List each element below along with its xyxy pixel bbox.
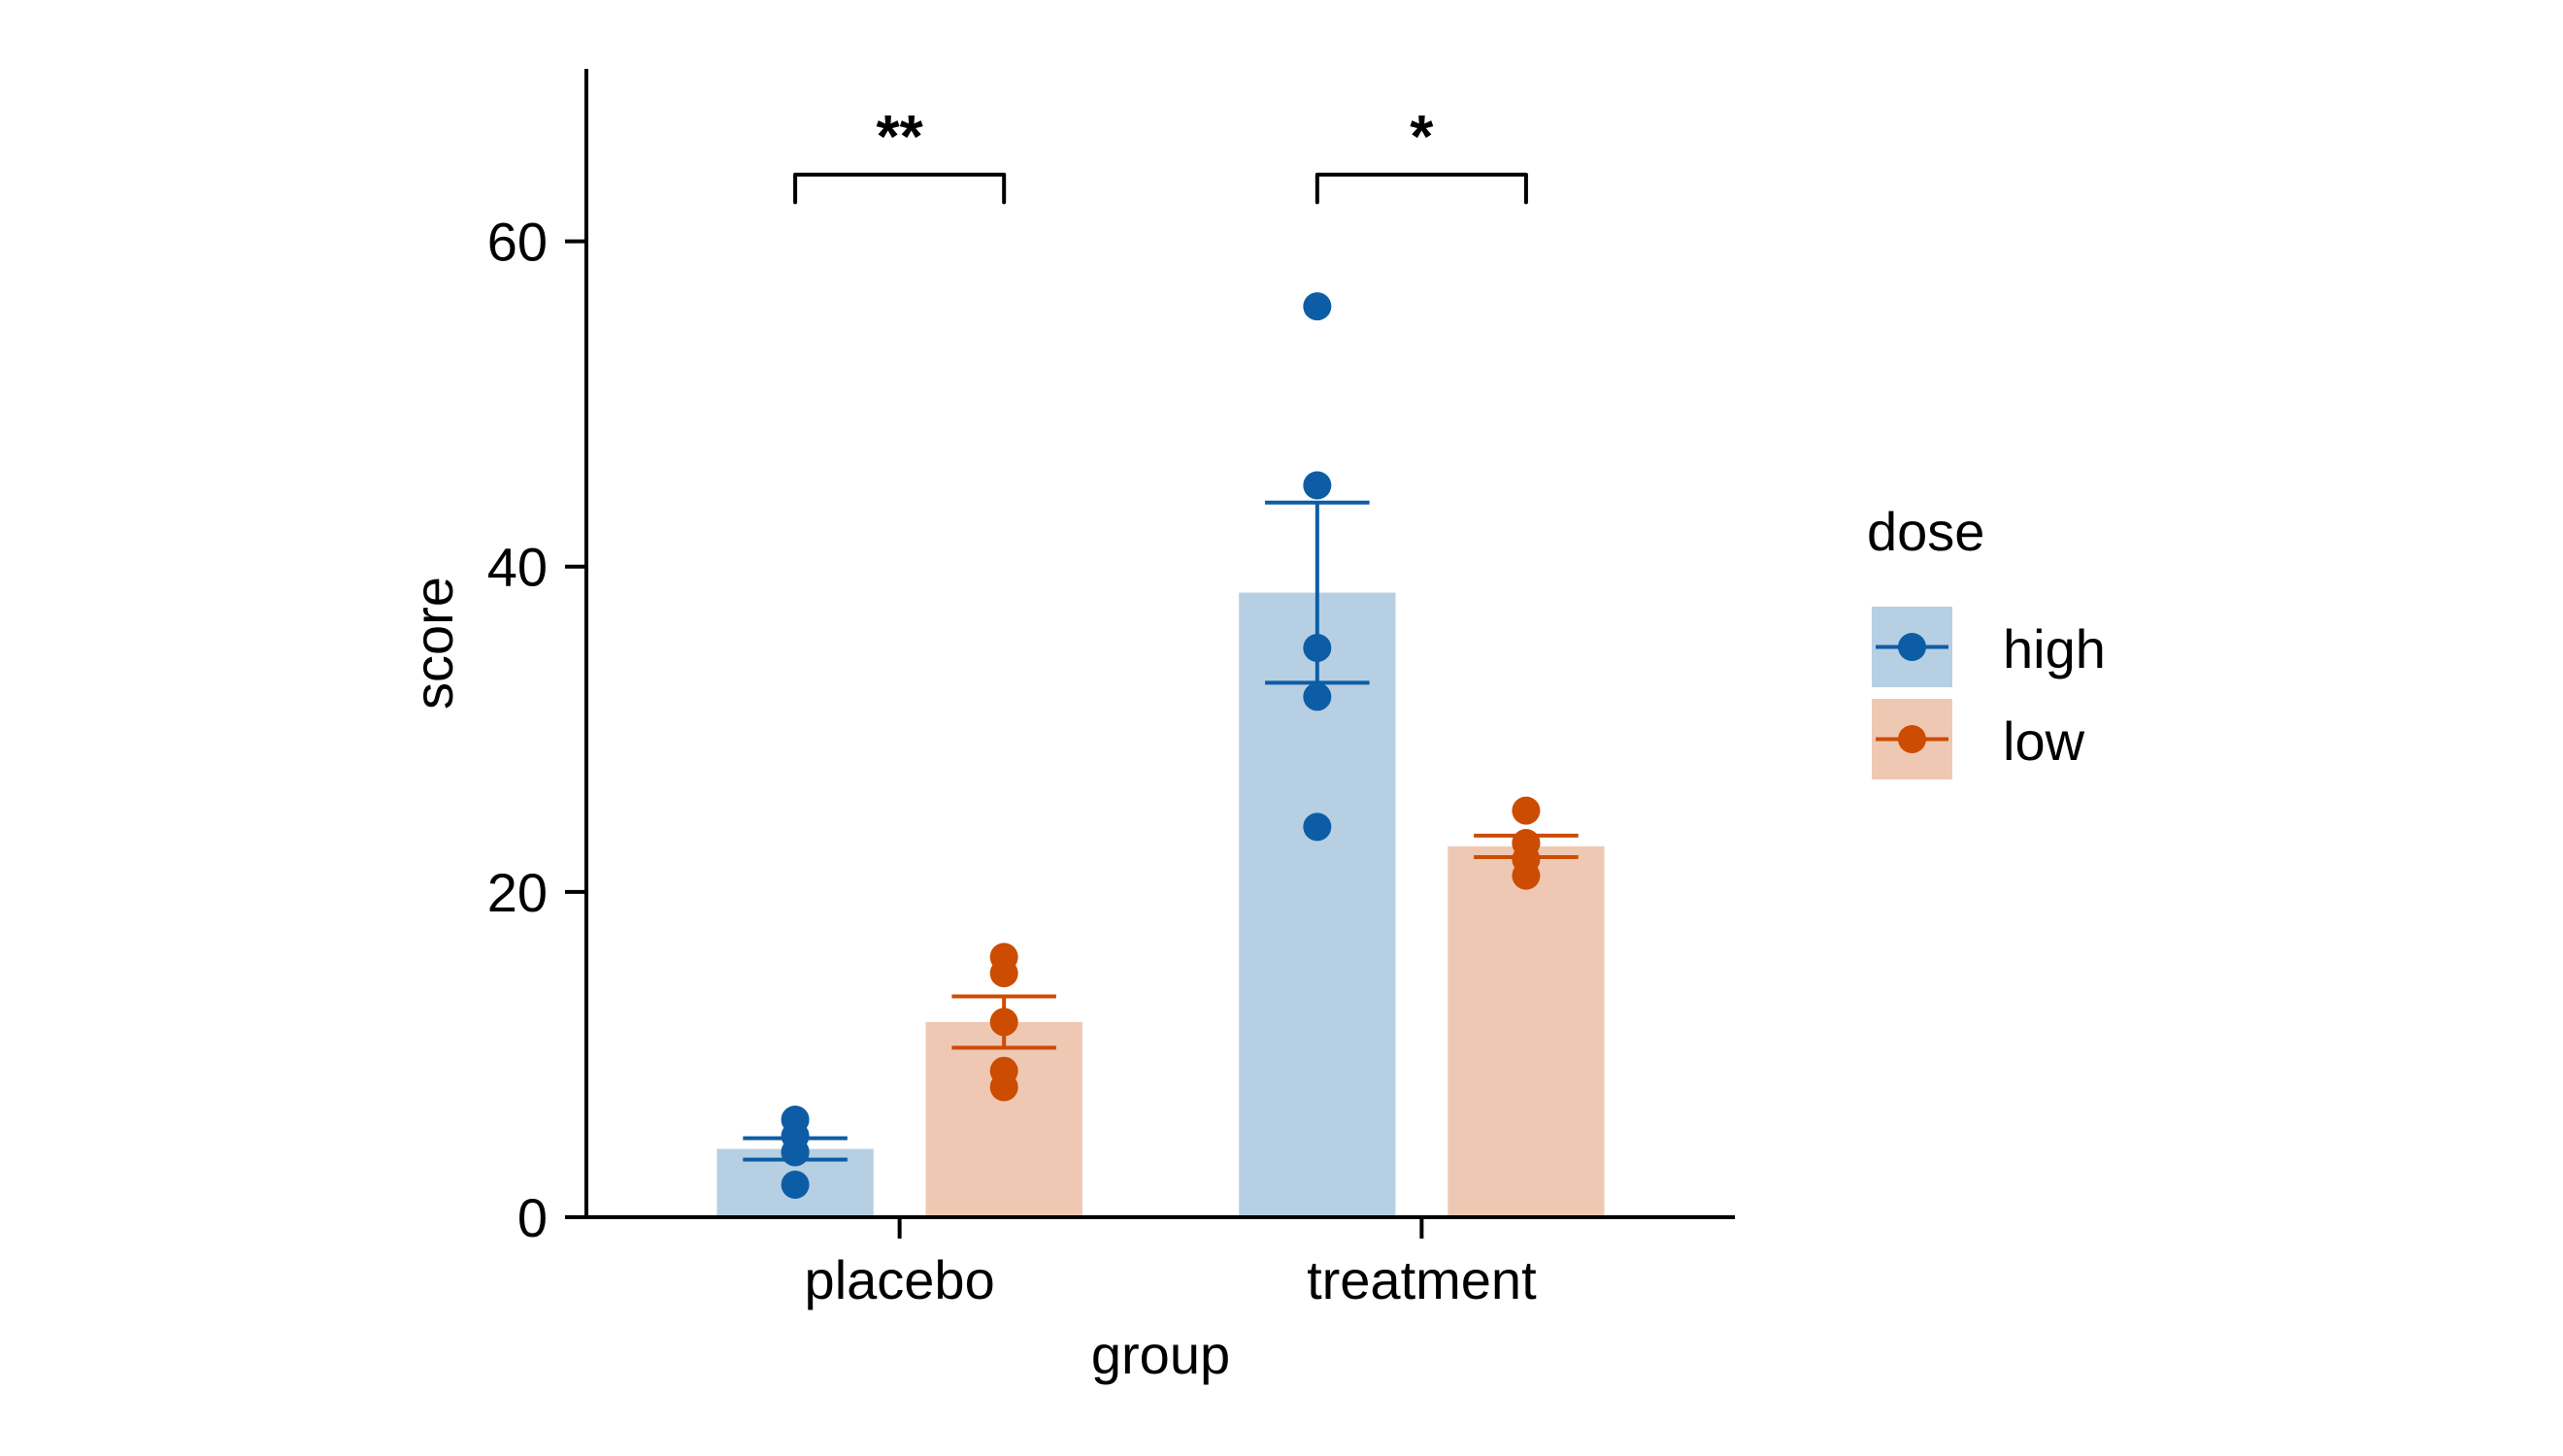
data-point-treatment-high (1303, 292, 1332, 321)
bars-layer (716, 592, 1605, 1217)
data-point-treatment-low (1512, 861, 1541, 890)
data-point-placebo-low (989, 959, 1018, 988)
points-layer (781, 292, 1541, 1199)
significance-label-treatment: * (1410, 104, 1434, 171)
data-point-treatment-high (1303, 471, 1332, 500)
y-ticks: 0 20 40 60 (487, 212, 586, 1248)
significance-label-placebo: ** (877, 104, 924, 171)
legend: dose high low (1867, 501, 2106, 779)
y-tick-label: 40 (487, 537, 548, 598)
x-axis-title: group (1091, 1324, 1230, 1385)
legend-key-dot (1898, 725, 1926, 753)
significance-bracket-placebo (793, 172, 1007, 205)
data-point-placebo-high (781, 1170, 810, 1199)
legend-item-low: low (1872, 699, 2085, 779)
legend-label: high (2003, 618, 2106, 679)
x-tick-label: placebo (805, 1249, 995, 1310)
legend-title: dose (1867, 501, 1984, 562)
x-tick-label: treatment (1307, 1249, 1537, 1310)
bar-placebo-low (925, 1021, 1082, 1217)
data-point-treatment-high (1303, 812, 1332, 842)
data-point-treatment-high (1303, 634, 1332, 663)
x-ticks: placebo treatment (805, 1217, 1537, 1310)
data-point-placebo-low (989, 1073, 1018, 1102)
data-point-treatment-low (1512, 796, 1541, 825)
y-tick-label: 20 (487, 862, 548, 923)
legend-item-high: high (1872, 607, 2106, 687)
data-point-treatment-high (1303, 682, 1332, 711)
y-axis-title: score (403, 577, 464, 710)
y-tick-label: 0 (517, 1187, 548, 1248)
data-point-placebo-low (989, 1008, 1018, 1037)
bar-treatment-low (1448, 845, 1605, 1217)
y-tick-label: 60 (487, 212, 548, 273)
legend-key-dot (1898, 633, 1926, 661)
data-point-placebo-high (781, 1138, 810, 1167)
legend-label: low (2003, 711, 2085, 772)
significance-bracket-treatment (1315, 172, 1528, 205)
axes-layer (584, 69, 1735, 1219)
significance-annotations: ** * (793, 104, 1528, 205)
